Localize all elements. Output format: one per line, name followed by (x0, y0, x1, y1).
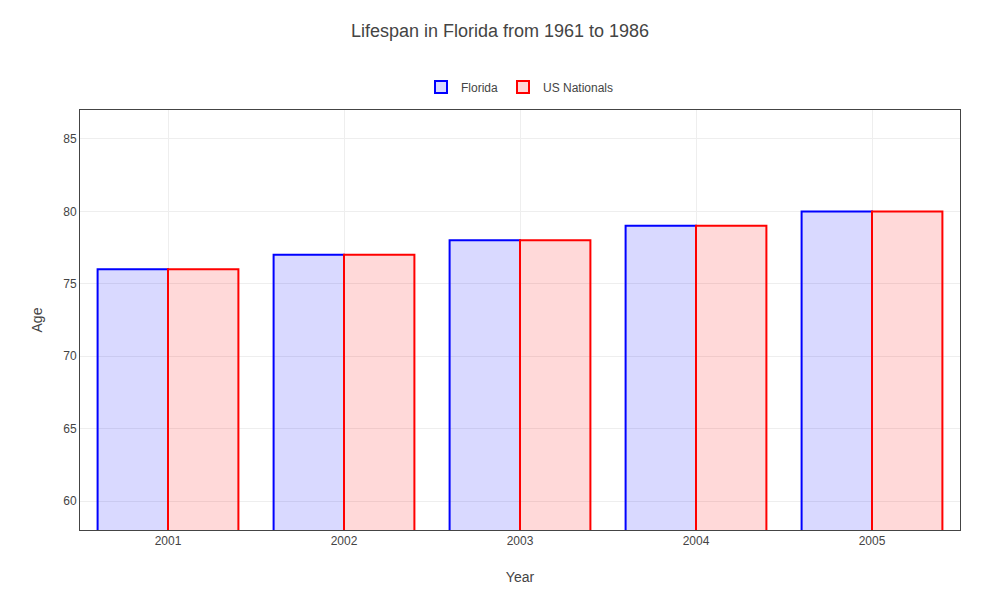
svg-text:2005: 2005 (859, 534, 886, 548)
svg-text:65: 65 (63, 422, 77, 436)
svg-text:US Nationals: US Nationals (543, 81, 613, 95)
svg-text:80: 80 (63, 205, 77, 219)
svg-text:2004: 2004 (683, 534, 710, 548)
svg-text:Age: Age (29, 307, 45, 332)
svg-text:60: 60 (63, 494, 77, 508)
svg-text:75: 75 (63, 277, 77, 291)
svg-text:2003: 2003 (507, 534, 534, 548)
svg-text:Florida: Florida (461, 81, 498, 95)
svg-text:Year: Year (506, 569, 535, 585)
svg-text:2002: 2002 (331, 534, 358, 548)
svg-text:2001: 2001 (155, 534, 182, 548)
svg-text:70: 70 (63, 349, 77, 363)
svg-text:Lifespan in Florida from 1961: Lifespan in Florida from 1961 to 1986 (351, 21, 649, 41)
svg-text:85: 85 (63, 132, 77, 146)
